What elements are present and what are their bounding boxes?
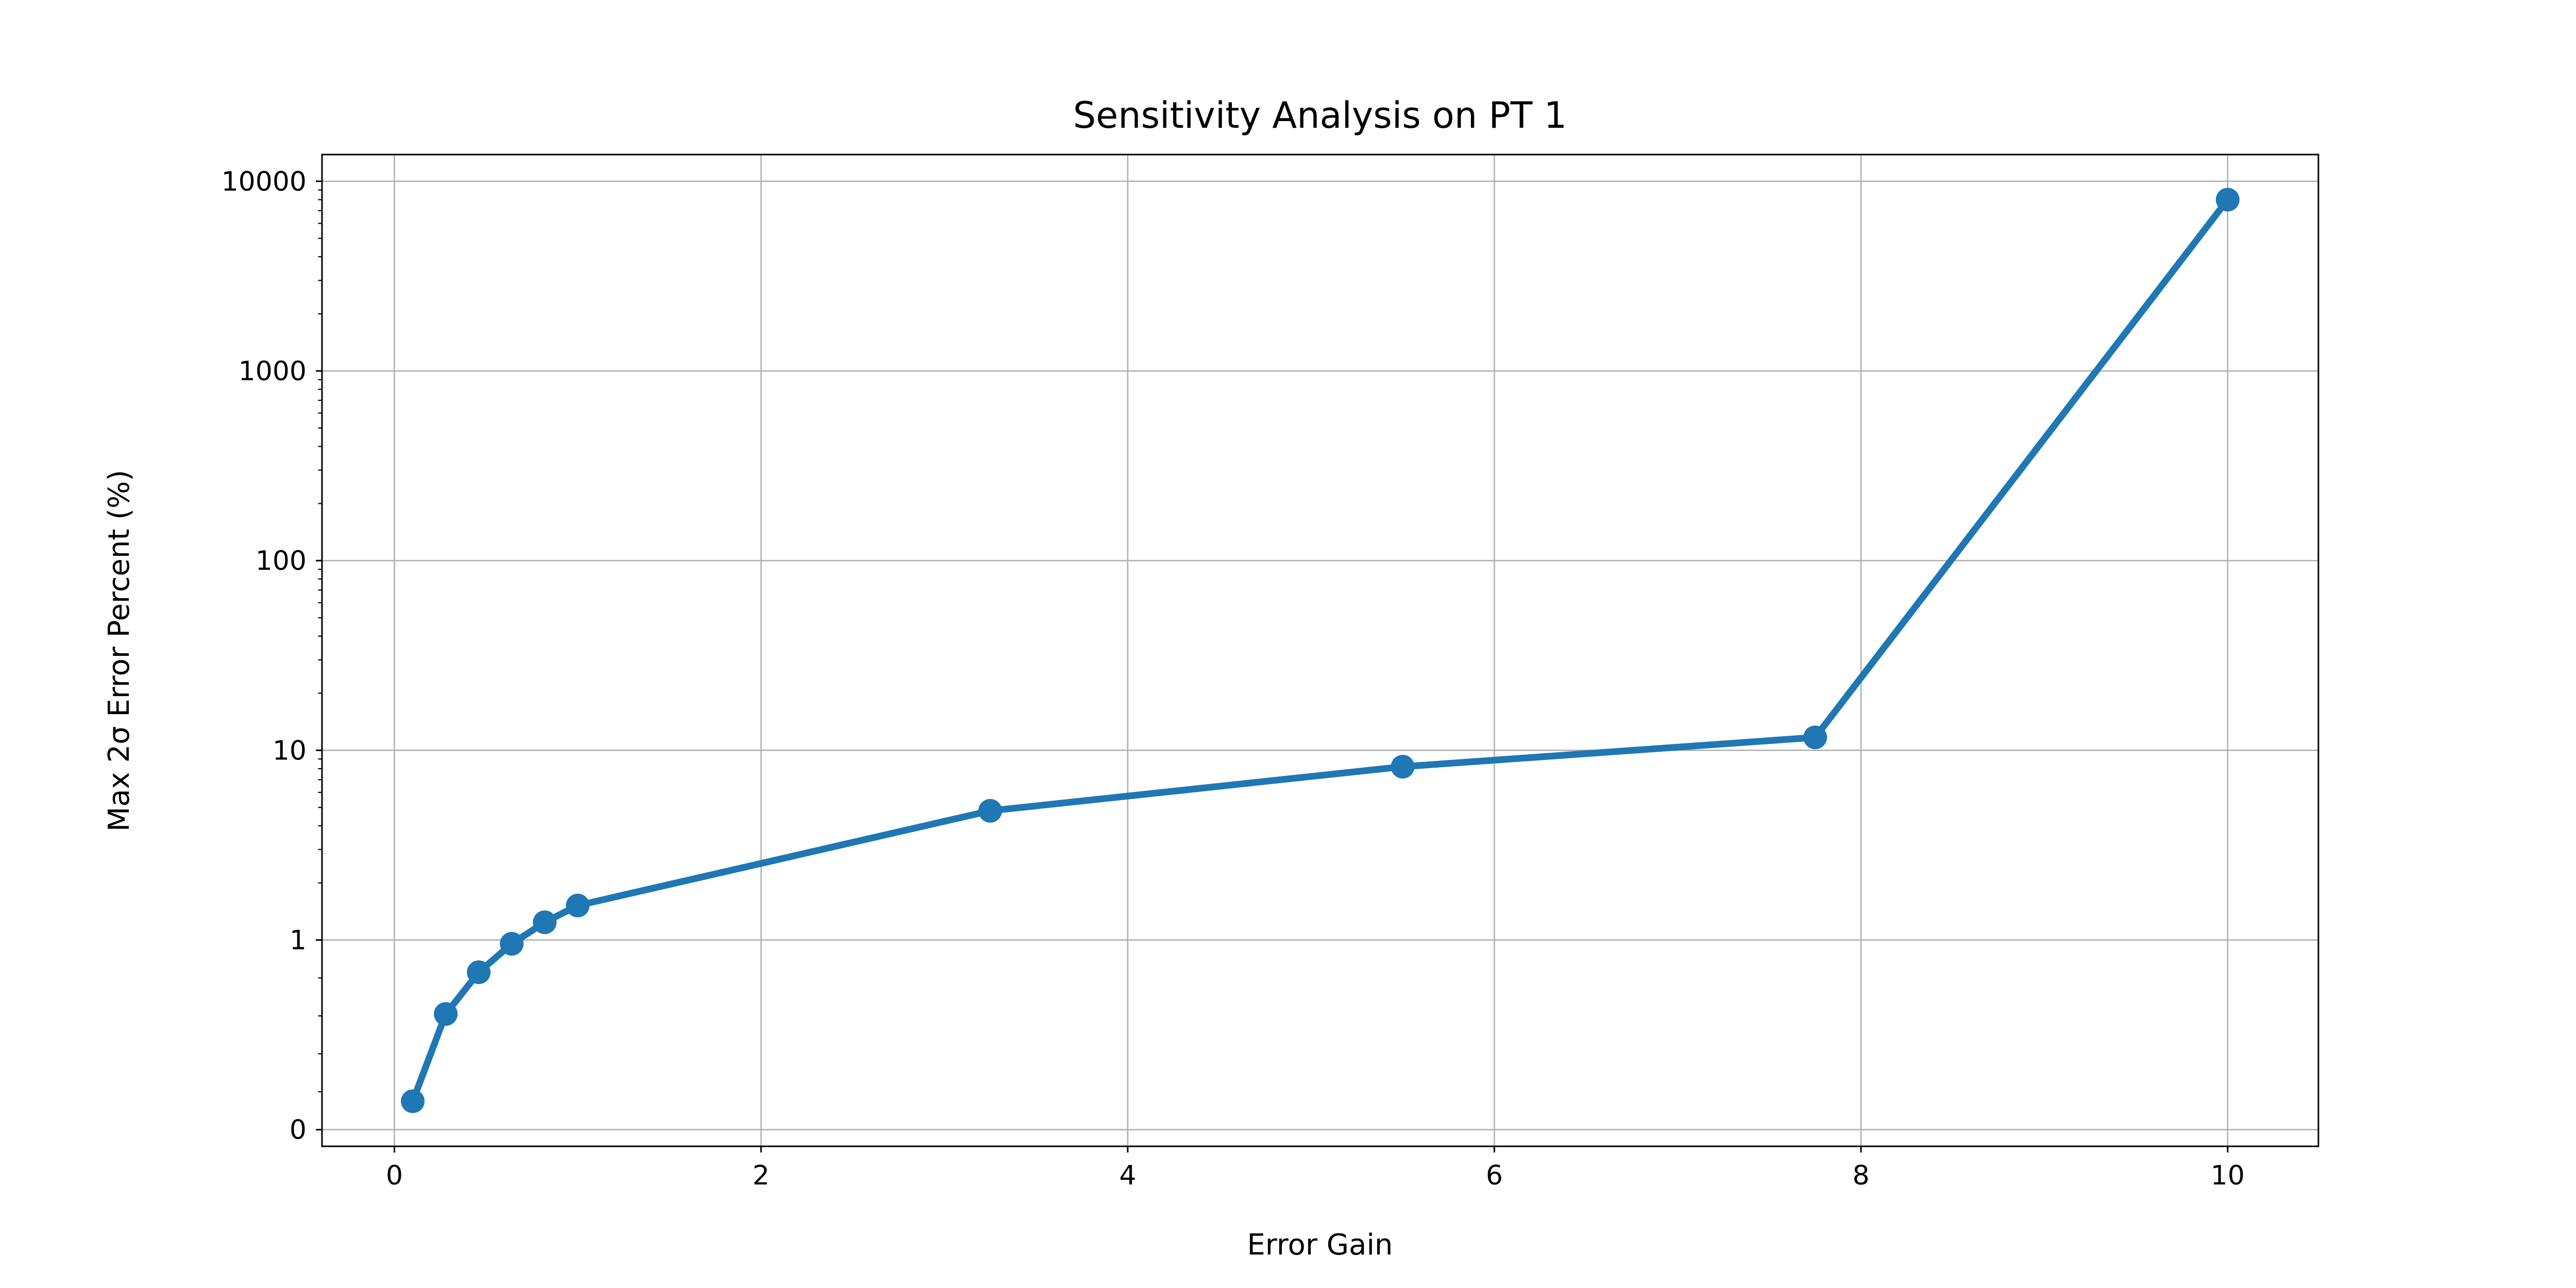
data-point-marker: [1391, 755, 1415, 779]
y-tick-label: 1: [290, 925, 307, 956]
y-tick-label: 10000: [222, 166, 307, 197]
y-tick-label: 100: [256, 546, 307, 577]
x-tick-label: 8: [1853, 1160, 1870, 1191]
series-line: [409, 196, 2231, 1105]
x-tick-label: 6: [1486, 1160, 1503, 1191]
data-layer: [401, 188, 2240, 1113]
y-tick-label: 10: [273, 735, 307, 766]
data-point-marker: [978, 799, 1003, 823]
plot-background: [322, 155, 2318, 1146]
x-tick-label: 4: [1119, 1160, 1136, 1191]
axes-frame: [321, 154, 2319, 1147]
x-axis-label: Error Gain: [1247, 1228, 1393, 1262]
x-tick-label: 10: [2211, 1160, 2245, 1191]
data-point-marker: [401, 1089, 425, 1113]
data-point-marker: [566, 893, 590, 918]
data-point-marker: [1803, 725, 1827, 750]
data-point-marker: [500, 931, 524, 956]
data-point-marker: [2215, 188, 2240, 212]
x-tick-label: 0: [386, 1160, 403, 1191]
chart-title: Sensitivity Analysis on PT 1: [1073, 94, 1567, 137]
y-axis-label: Max 2σ Error Percent (%): [103, 470, 136, 832]
y-tick-label: 1000: [239, 356, 307, 387]
data-point-marker: [434, 1002, 458, 1026]
data-point-marker: [467, 960, 491, 985]
gridlines-layer: [322, 155, 2318, 1146]
data-point-marker: [533, 910, 557, 935]
x-tick-label: 2: [753, 1160, 770, 1191]
y-tick-label: 0: [290, 1115, 307, 1146]
